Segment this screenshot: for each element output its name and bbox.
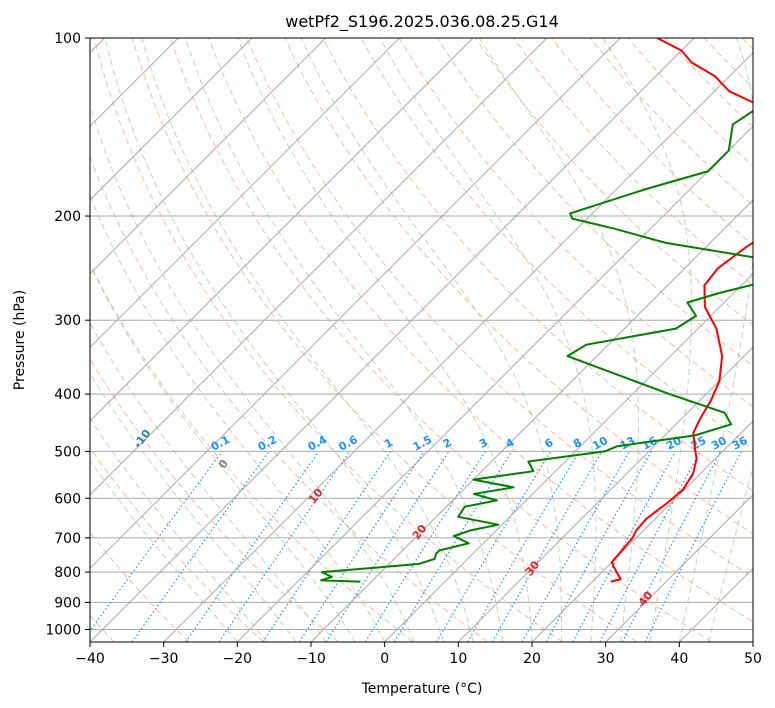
temperature-profile-line <box>610 38 753 583</box>
mixing-ratio-line <box>185 451 320 642</box>
y-tick-label: 100 <box>54 31 81 47</box>
x-tick-label: −30 <box>149 651 179 667</box>
mixing-ratio-line <box>325 451 450 642</box>
x-tick-label: 40 <box>670 651 688 667</box>
dry-adiabats <box>90 38 753 642</box>
moist-adiabat <box>90 459 238 642</box>
moist-adiabat <box>90 103 415 642</box>
y-tick-label: 200 <box>54 209 81 225</box>
mixing-ratio-line <box>90 451 223 632</box>
dry-adiabat <box>208 38 753 623</box>
moist-adiabat <box>708 464 753 642</box>
series-lines <box>320 38 753 583</box>
moist-adiabat <box>478 38 639 642</box>
isotherm <box>90 38 400 349</box>
y-tick-label: 900 <box>54 595 81 611</box>
y-tick-label: 1000 <box>45 622 81 638</box>
y-tick-label: 600 <box>54 491 81 507</box>
pressure-gridlines <box>90 38 753 630</box>
x-tick-label: −40 <box>75 651 105 667</box>
dry-adiabat <box>246 38 753 578</box>
mixing-ratio-lines <box>90 451 743 642</box>
mixing-ratio-label: 10 <box>590 434 610 453</box>
dry-adiabat <box>90 358 339 642</box>
dry-adiabat <box>170 38 713 642</box>
plot-frame <box>89 37 754 643</box>
moist-adiabat <box>379 38 597 642</box>
dry-adiabat <box>90 262 414 642</box>
x-axis: −40 −30 −20 −10 0 10 20 30 40 50 <box>75 642 762 667</box>
moist-adiabat <box>90 417 268 642</box>
x-tick-label: 30 <box>597 651 615 667</box>
moist-adiabat <box>300 38 563 642</box>
moist-adiabat <box>90 372 297 642</box>
isotherm <box>384 272 753 642</box>
y-tick-label: 800 <box>54 565 81 581</box>
isotherm <box>236 125 753 642</box>
isotherm <box>90 38 327 275</box>
moist-adiabat <box>602 38 693 642</box>
isotherm <box>90 38 695 642</box>
isotherm <box>90 38 474 422</box>
mixing-ratio-line <box>393 451 513 642</box>
mixing-ratio-line <box>262 451 391 642</box>
mixing-ratio-line <box>644 451 743 642</box>
mixing-ratio-line <box>545 451 652 642</box>
dry-adiabat <box>90 446 264 642</box>
dry-adiabat <box>322 38 753 492</box>
mixing-ratio-label: 16 <box>640 434 660 453</box>
isotherm <box>531 420 753 642</box>
dewpoint-profile-line <box>320 109 753 583</box>
moist-adiabat <box>90 194 386 642</box>
dry-adiabat <box>475 38 753 326</box>
mixing-ratio-label: 36 <box>730 434 750 453</box>
moist-adiabat <box>90 321 327 642</box>
isotherm <box>90 38 253 201</box>
mixing-ratio-line <box>621 451 722 642</box>
dry-adiabat <box>513 38 753 286</box>
x-axis-title: Temperature (°C) <box>361 681 483 697</box>
y-axis-title: Pressure (hPa) <box>12 290 28 390</box>
y-axis: 100 200 300 400 500 600 700 800 900 1000 <box>45 31 90 638</box>
dry-adiabat <box>131 38 638 642</box>
isotherm <box>90 38 548 496</box>
mixing-ratio-line <box>298 451 425 642</box>
isotherm <box>605 493 753 642</box>
x-tick-label: 50 <box>744 651 762 667</box>
mixing-ratio-label: 13 <box>618 434 638 453</box>
mixing-ratio-line <box>572 451 677 642</box>
x-tick-label: 10 <box>449 651 467 667</box>
x-tick-label: 20 <box>523 651 541 667</box>
moist-adiabat <box>141 38 474 642</box>
x-tick-label: 0 <box>380 651 389 667</box>
isotherm <box>163 51 753 642</box>
isotherm <box>90 38 621 570</box>
moist-adiabat <box>104 38 445 642</box>
y-tick-label: 500 <box>54 444 81 460</box>
moist-adiabat <box>184 38 504 642</box>
dry-adiabat <box>93 38 563 642</box>
x-tick-label: −20 <box>223 651 253 667</box>
y-tick-label: 700 <box>54 531 81 547</box>
chart-title: wetPf2_S196.2025.036.08.25.G14 <box>285 12 559 32</box>
x-tick-label: −10 <box>296 651 326 667</box>
y-tick-label: 300 <box>54 313 81 329</box>
mixing-ratio-line <box>218 451 351 642</box>
plot-area: 0.10.20.40.611.52346810131620253036-100-… <box>90 38 753 642</box>
mixing-ratio-line <box>521 451 630 642</box>
isotherm <box>457 346 753 642</box>
moist-adiabats <box>90 38 753 642</box>
y-tick-label: 400 <box>54 387 81 403</box>
moist-adiabat <box>678 38 753 642</box>
moist-adiabat <box>90 263 356 642</box>
mixing-ratio-label: 30 <box>709 434 729 453</box>
